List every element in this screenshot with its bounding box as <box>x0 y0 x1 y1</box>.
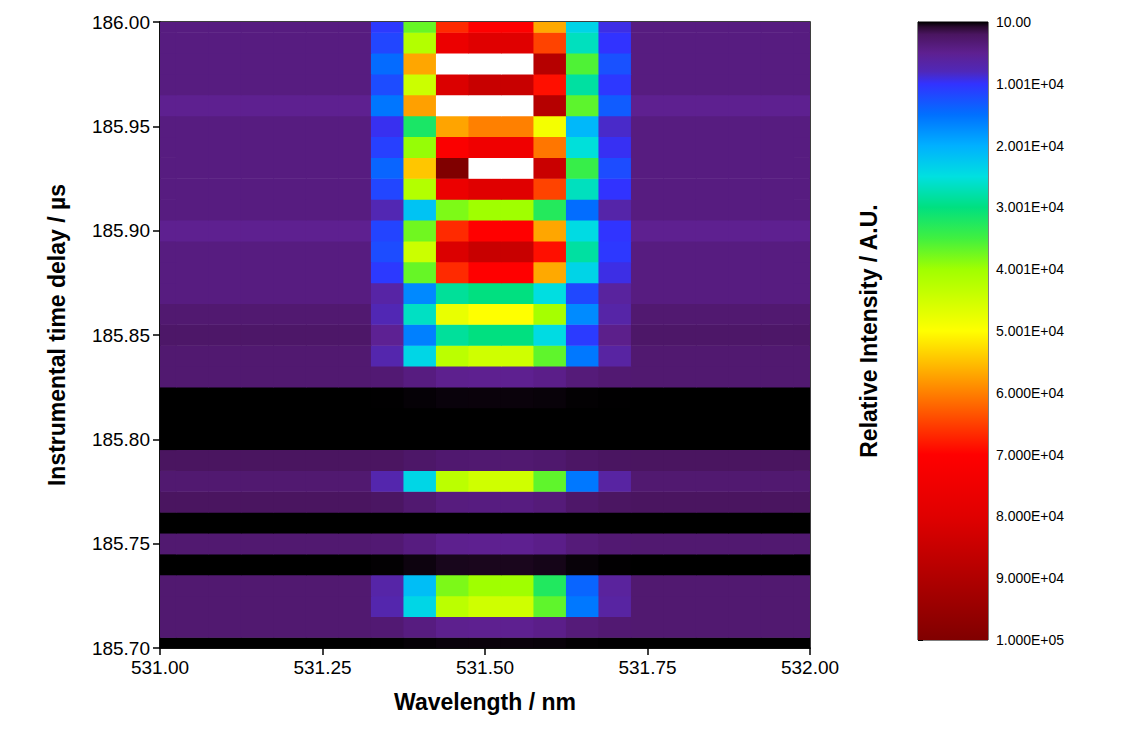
svg-text:185.70: 185.70 <box>92 638 150 659</box>
svg-text:531.50: 531.50 <box>456 657 514 678</box>
svg-text:2.001E+04: 2.001E+04 <box>996 138 1064 154</box>
svg-text:10.00: 10.00 <box>996 14 1031 30</box>
svg-text:531.00: 531.00 <box>131 657 189 678</box>
svg-text:185.95: 185.95 <box>92 116 150 137</box>
svg-text:186.00: 186.00 <box>92 12 150 33</box>
svg-text:3.001E+04: 3.001E+04 <box>996 199 1064 215</box>
svg-text:9.000E+04: 9.000E+04 <box>996 570 1064 586</box>
svg-text:5.001E+04: 5.001E+04 <box>996 323 1064 339</box>
svg-text:7.000E+04: 7.000E+04 <box>996 447 1064 463</box>
svg-text:532.00: 532.00 <box>781 657 839 678</box>
svg-text:185.85: 185.85 <box>92 325 150 346</box>
svg-text:Wavelength / nm: Wavelength / nm <box>394 689 576 715</box>
svg-text:4.001E+04: 4.001E+04 <box>996 261 1064 277</box>
svg-text:6.000E+04: 6.000E+04 <box>996 385 1064 401</box>
svg-text:8.000E+04: 8.000E+04 <box>996 508 1064 524</box>
svg-text:185.75: 185.75 <box>92 533 150 554</box>
svg-text:531.25: 531.25 <box>293 657 351 678</box>
svg-text:1.001E+04: 1.001E+04 <box>996 76 1064 92</box>
svg-text:185.90: 185.90 <box>92 220 150 241</box>
svg-text:531.75: 531.75 <box>618 657 676 678</box>
svg-text:185.80: 185.80 <box>92 429 150 450</box>
svg-text:Relative Intensity / A.U.: Relative Intensity / A.U. <box>856 204 882 458</box>
svg-text:1.000E+05: 1.000E+05 <box>996 632 1064 648</box>
svg-text:Instrumental time delay / µs: Instrumental time delay / µs <box>44 184 70 486</box>
